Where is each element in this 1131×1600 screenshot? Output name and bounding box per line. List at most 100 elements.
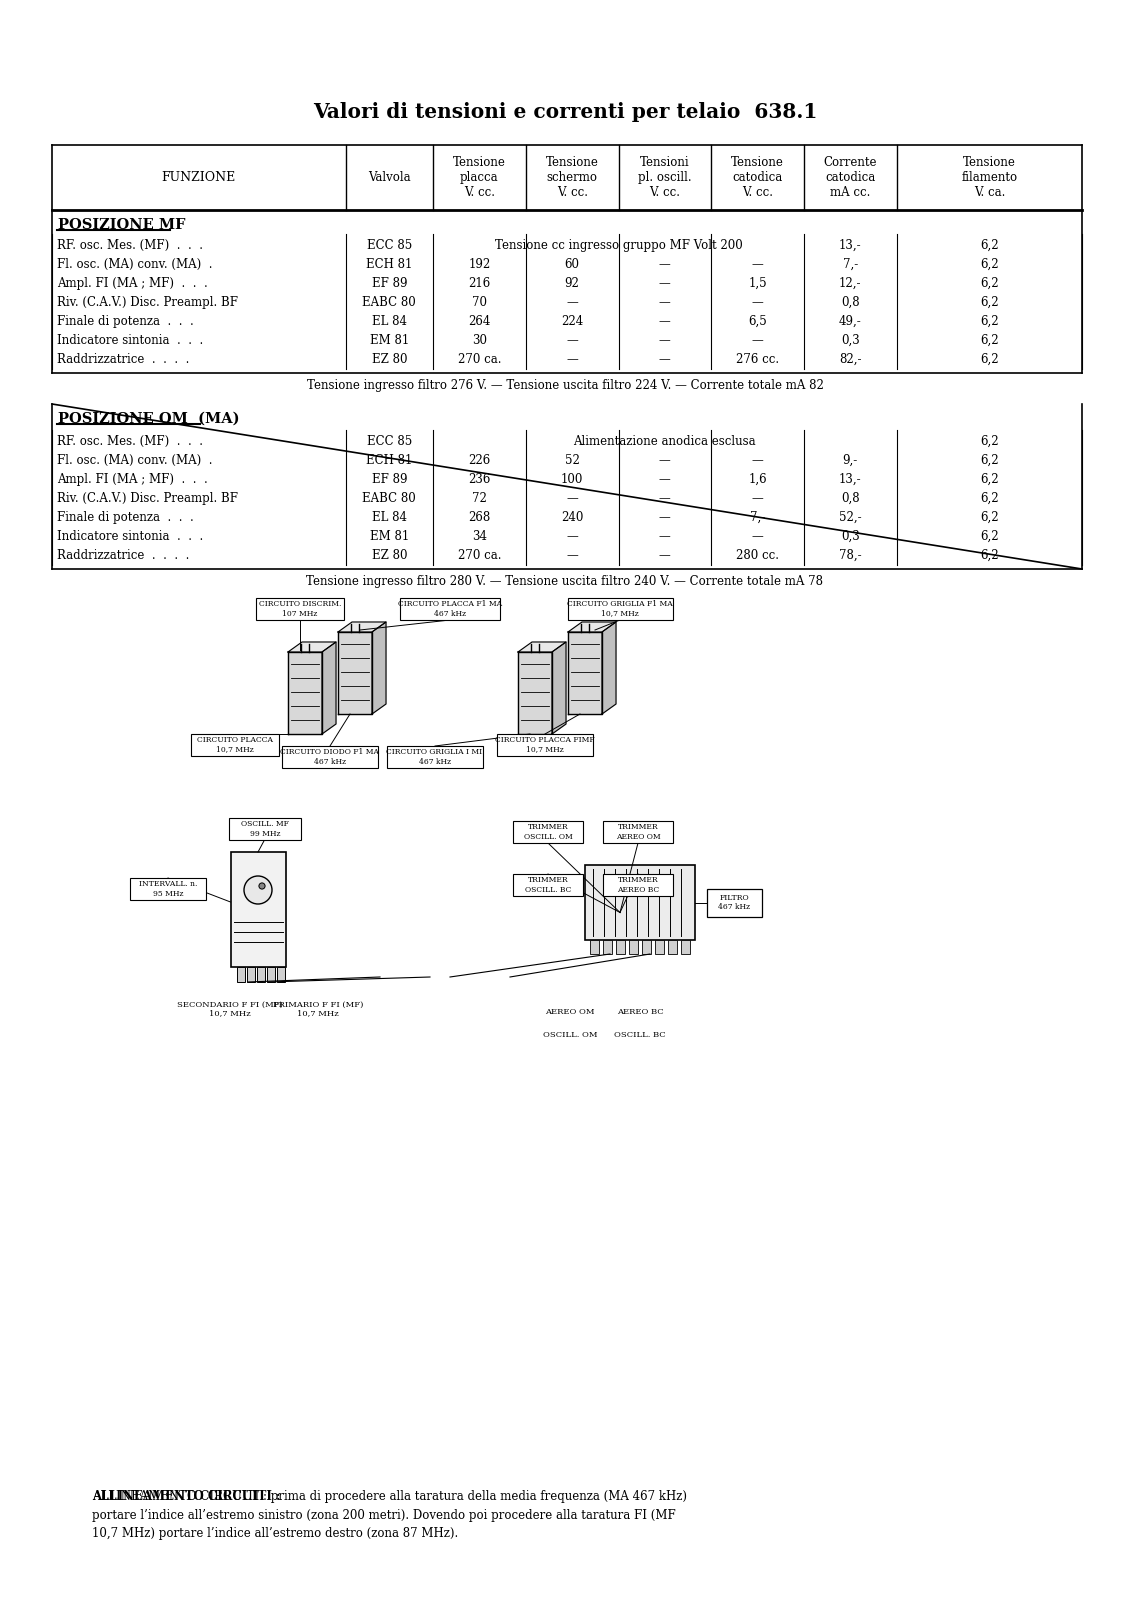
Text: 226: 226 — [468, 454, 491, 467]
Text: 13,-: 13,- — [839, 238, 862, 251]
Text: —: — — [659, 549, 671, 562]
Text: 268: 268 — [468, 510, 491, 525]
Text: —: — — [752, 493, 763, 506]
Bar — [590, 939, 599, 954]
Polygon shape — [602, 622, 616, 714]
Text: OSCILL. BC: OSCILL. BC — [614, 1030, 666, 1038]
Text: Valvola: Valvola — [368, 171, 411, 184]
Text: OSCILL. OM: OSCILL. OM — [543, 1030, 597, 1038]
Text: ALLINEAMENTO CIRCUITI : prima di procedere alla taratura della media frequenza (: ALLINEAMENTO CIRCUITI : prima di procede… — [92, 1490, 687, 1539]
Text: —: — — [567, 334, 578, 347]
Text: Finale di potenza  .  .  .: Finale di potenza . . . — [57, 510, 193, 525]
Circle shape — [244, 877, 271, 904]
Text: 13,-: 13,- — [839, 474, 862, 486]
Text: Fl. osc. (MA) conv. (MA)  .: Fl. osc. (MA) conv. (MA) . — [57, 454, 213, 467]
FancyBboxPatch shape — [513, 821, 582, 843]
Text: 6,2: 6,2 — [979, 549, 999, 562]
Text: 0,8: 0,8 — [841, 493, 860, 506]
Bar — [616, 939, 625, 954]
Text: TRIMMER
AEREO BC: TRIMMER AEREO BC — [616, 877, 659, 893]
Text: 6,2: 6,2 — [979, 296, 999, 309]
Bar — [707, 888, 762, 917]
Text: —: — — [659, 277, 671, 290]
Text: —: — — [752, 454, 763, 467]
Text: —: — — [659, 334, 671, 347]
Text: —: — — [752, 334, 763, 347]
Text: 192: 192 — [468, 258, 491, 270]
FancyBboxPatch shape — [400, 598, 500, 619]
Text: Riv. (C.A.V.) Disc. Preampl. BF: Riv. (C.A.V.) Disc. Preampl. BF — [57, 296, 238, 309]
Bar — [231, 851, 285, 966]
Text: AEREO BC: AEREO BC — [616, 1008, 663, 1016]
Text: 49,-: 49,- — [839, 315, 862, 328]
FancyBboxPatch shape — [228, 818, 301, 840]
Text: —: — — [659, 315, 671, 328]
Text: Valori di tensioni e correnti per telaio  638.1: Valori di tensioni e correnti per telaio… — [313, 102, 818, 122]
Text: Riv. (C.A.V.) Disc. Preampl. BF: Riv. (C.A.V.) Disc. Preampl. BF — [57, 493, 238, 506]
Bar — [276, 966, 285, 982]
Text: 72: 72 — [472, 493, 486, 506]
Text: —: — — [567, 493, 578, 506]
Text: 6,2: 6,2 — [979, 493, 999, 506]
Text: 276 cc.: 276 cc. — [736, 354, 779, 366]
Text: 6,2: 6,2 — [979, 334, 999, 347]
Text: TRIMMER
OSCILL. OM: TRIMMER OSCILL. OM — [524, 824, 572, 840]
Text: AEREO OM: AEREO OM — [545, 1008, 595, 1016]
Text: 6,2: 6,2 — [979, 315, 999, 328]
Text: 280 cc.: 280 cc. — [736, 549, 779, 562]
Text: ECH 81: ECH 81 — [366, 258, 413, 270]
Text: TRIMMER
OSCILL. BC: TRIMMER OSCILL. BC — [525, 877, 571, 893]
Text: —: — — [659, 296, 671, 309]
Text: —: — — [567, 530, 578, 542]
Text: Alimentazione anodica esclusa: Alimentazione anodica esclusa — [573, 435, 757, 448]
Polygon shape — [372, 622, 386, 714]
Text: —: — — [659, 354, 671, 366]
Text: Corrente
catodica
mA cc.: Corrente catodica mA cc. — [823, 155, 877, 200]
Text: 1,6: 1,6 — [749, 474, 767, 486]
Text: 216: 216 — [468, 277, 491, 290]
Text: 0,8: 0,8 — [841, 296, 860, 309]
Text: Raddrizzatrice  .  .  .  .: Raddrizzatrice . . . . — [57, 354, 189, 366]
Text: Tensione
filamento
V. ca.: Tensione filamento V. ca. — [961, 155, 1018, 200]
Text: —: — — [567, 354, 578, 366]
Text: 6,2: 6,2 — [979, 354, 999, 366]
Text: Ampl. FI (MA ; MF)  .  .  .: Ampl. FI (MA ; MF) . . . — [57, 277, 208, 290]
Text: 30: 30 — [472, 334, 487, 347]
Polygon shape — [568, 622, 616, 632]
Text: —: — — [659, 493, 671, 506]
Text: 6,2: 6,2 — [979, 474, 999, 486]
Text: Tensione
placca
V. cc.: Tensione placca V. cc. — [454, 155, 506, 200]
Text: 0,3: 0,3 — [840, 530, 860, 542]
Bar — [642, 939, 651, 954]
Text: —: — — [752, 258, 763, 270]
Text: Fl. osc. (MA) conv. (MA)  .: Fl. osc. (MA) conv. (MA) . — [57, 258, 213, 270]
Bar — [655, 939, 664, 954]
Text: 0,3: 0,3 — [840, 334, 860, 347]
Circle shape — [259, 883, 265, 890]
FancyBboxPatch shape — [130, 878, 206, 899]
FancyBboxPatch shape — [603, 821, 673, 843]
Text: —: — — [567, 296, 578, 309]
Text: EZ 80: EZ 80 — [372, 549, 407, 562]
Bar — [257, 966, 265, 982]
Bar — [603, 939, 612, 954]
Text: CIRCUITO PLACCA FIMF
10,7 MHz: CIRCUITO PLACCA FIMF 10,7 MHz — [495, 736, 595, 754]
Text: RF. osc. Mes. (MF)  .  .  .: RF. osc. Mes. (MF) . . . — [57, 238, 202, 251]
FancyBboxPatch shape — [256, 598, 344, 619]
Text: 6,5: 6,5 — [749, 315, 767, 328]
Text: —: — — [659, 454, 671, 467]
Text: Ampl. FI (MA ; MF)  .  .  .: Ampl. FI (MA ; MF) . . . — [57, 474, 208, 486]
Text: ALLINEAMENTO CIRCUITI :: ALLINEAMENTO CIRCUITI : — [92, 1490, 280, 1502]
Polygon shape — [338, 622, 386, 632]
Text: 9,-: 9,- — [843, 454, 858, 467]
Text: EZ 80: EZ 80 — [372, 354, 407, 366]
Text: 6,2: 6,2 — [979, 510, 999, 525]
Text: ECH 81: ECH 81 — [366, 454, 413, 467]
Text: 34: 34 — [472, 530, 487, 542]
Text: INTERVALL. n.
95 MHz: INTERVALL. n. 95 MHz — [139, 880, 197, 898]
Bar — [247, 966, 254, 982]
Text: OSCILL. MF
99 MHz: OSCILL. MF 99 MHz — [241, 821, 288, 838]
Polygon shape — [552, 642, 566, 734]
Bar — [585, 866, 696, 939]
FancyBboxPatch shape — [191, 734, 279, 757]
